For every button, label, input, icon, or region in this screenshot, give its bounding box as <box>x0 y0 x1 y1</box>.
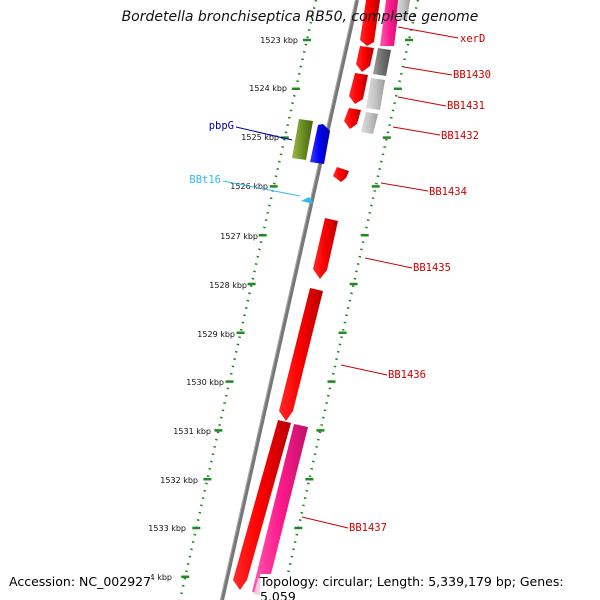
leader-line <box>301 516 349 529</box>
accession-text: Accession: NC_002927 <box>9 574 152 589</box>
leader-line <box>397 26 459 39</box>
kbp-label: 1531 kbp <box>173 427 211 436</box>
gene-arrow-pbpG[interactable] <box>310 124 330 164</box>
gene-label-pbpG[interactable]: pbpG <box>209 120 234 132</box>
gene-label-BB1435[interactable]: BB1435 <box>413 262 451 274</box>
leader-lines <box>222 26 459 529</box>
gene-label-BB1432[interactable]: BB1432 <box>441 130 479 142</box>
kbp-label: 1529 kbp <box>197 330 235 339</box>
kbp-label: 1534 kbp <box>134 573 172 582</box>
leader-line <box>397 96 447 107</box>
gene-label-BBt16[interactable]: BBt16 <box>189 174 221 186</box>
gene-box-light-top[interactable] <box>396 0 410 20</box>
gene-label-BB1434[interactable]: BB1434 <box>429 186 467 198</box>
gene-label-BB1430[interactable]: BB1430 <box>453 69 491 81</box>
gene-arrow-BB1432[interactable] <box>344 108 361 129</box>
leader-line <box>392 126 441 136</box>
genome-backbone <box>220 0 359 600</box>
gene-label-BB1437[interactable]: BB1437 <box>349 522 387 534</box>
gene-arrow-BB1430[interactable] <box>356 46 374 72</box>
topology-text: Topology: circular; Length: 5,339,179 bp… <box>260 574 600 600</box>
right-scale-track <box>280 0 420 600</box>
kbp-labels: 1523 kbp 1524 kbp 1525 kbp 1526 kbp 1527… <box>134 36 298 582</box>
gene-labels: xerD BB1430 BB1431 BB1432 BB1434 BB1435 … <box>189 33 491 534</box>
leader-line <box>340 364 388 376</box>
leader-line <box>235 126 293 141</box>
gene-arrow-pink-top[interactable] <box>380 0 400 46</box>
gene-arrow-BB1434[interactable] <box>333 167 349 182</box>
gene-arrow-BB1431[interactable] <box>349 73 368 104</box>
leader-line <box>364 257 413 269</box>
kbp-label: 1524 kbp <box>249 84 287 93</box>
map-title: Bordetella bronchiseptica RB50, complete… <box>121 9 479 25</box>
gene-arrow-BB1436[interactable] <box>279 288 323 421</box>
gene-box-BB1431[interactable] <box>366 78 385 110</box>
kbp-label: 1525 kbp <box>241 133 279 142</box>
gene-arrow-BB1435[interactable] <box>313 218 338 279</box>
gene-box-green[interactable] <box>292 119 313 160</box>
kbp-label: 1532 kbp <box>160 476 198 485</box>
genome-backbone-highlight <box>220 0 356 600</box>
leader-line <box>380 182 429 192</box>
kbp-label: 1528 kbp <box>209 281 247 290</box>
kbp-label: 1523 kbp <box>260 36 298 45</box>
kbp-label: 1533 kbp <box>148 524 186 533</box>
gene-arrow-xerD[interactable] <box>360 0 380 46</box>
gene-arrow-red-long[interactable] <box>233 420 291 590</box>
gene-arrow-BB1437[interactable] <box>252 424 308 594</box>
gene-label-BB1436[interactable]: BB1436 <box>388 369 426 381</box>
gene-label-BB1431[interactable]: BB1431 <box>447 100 485 112</box>
leader-line <box>222 180 301 197</box>
gene-label-xerD[interactable]: xerD <box>460 33 485 45</box>
left-scale-track <box>178 0 318 600</box>
leader-line <box>403 66 453 76</box>
gene-box-BB1430[interactable] <box>373 48 391 76</box>
gene-marker-BBt16[interactable] <box>301 197 314 204</box>
gene-box-BB1432[interactable] <box>361 112 378 134</box>
kbp-label: 1530 kbp <box>186 378 224 387</box>
gene-features <box>233 0 410 596</box>
kbp-label: 1527 kbp <box>220 232 258 241</box>
left-scale-ticks <box>181 38 311 579</box>
